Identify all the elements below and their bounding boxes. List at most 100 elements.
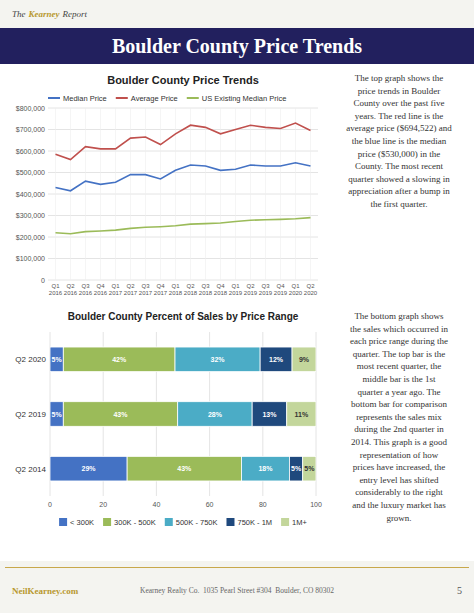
tick-label-line: Q4 (156, 283, 165, 289)
bar (175, 347, 260, 372)
data-label: 9% (299, 356, 310, 363)
tick-label-line: 2019 (274, 290, 288, 296)
grid-line (48, 280, 318, 281)
grid-line-x (115, 108, 116, 280)
tick-label: Q32017 (139, 283, 153, 296)
data-label: 5% (291, 465, 302, 472)
tick-label: Q2 2014 (15, 465, 46, 474)
grid-line-x (85, 108, 86, 280)
tick-label: Q42018 (214, 283, 228, 296)
bar (287, 402, 316, 427)
plot (56, 123, 311, 234)
tick-label-line: 2019 (229, 290, 243, 296)
grid-line (48, 215, 318, 216)
tick-label-line: 2016 (49, 290, 63, 296)
tick-label: $700,000 (16, 126, 45, 133)
footer: NeilKearney.comKearney Realty Co. 1035 P… (0, 561, 474, 613)
tick-label: $300,000 (16, 212, 45, 219)
grid-line-x (100, 108, 101, 280)
bar (303, 456, 316, 481)
grid-line-x (160, 108, 161, 280)
legend-label: Average Price (131, 94, 178, 103)
data-label: 43% (113, 411, 128, 418)
brand-word: The (12, 9, 26, 19)
data-label: 42% (112, 356, 127, 363)
data-labels: 5%42%32%12%9%5%43%28%13%11%29%43%18%5%5% (52, 356, 316, 472)
legend-swatch (103, 518, 111, 526)
plot (50, 347, 316, 481)
legend-swatch (59, 518, 67, 526)
grid-line (48, 237, 318, 238)
tick-label: Q12016 (49, 283, 63, 296)
tick-label: Q42019 (274, 283, 288, 296)
tick-label: Q22018 (184, 283, 198, 296)
tick-label-line: 2019 (259, 290, 273, 296)
chart: Boulder County Percent of Sales by Price… (6, 308, 324, 556)
grid-line (48, 151, 318, 152)
tick-label-line: 2018 (214, 290, 228, 296)
tick-label-line: Q3 (201, 283, 210, 289)
grid-line (48, 258, 318, 259)
bar (50, 456, 127, 481)
page: {"title": "Boulder County Price Trends",… (0, 0, 474, 613)
tick-label-line: 2019 (244, 290, 258, 296)
legend: < 300K300K - 500K500K - 750K750K - 1M1M+ (59, 518, 307, 527)
tick-label-line: Q3 (261, 283, 270, 289)
bar (292, 347, 316, 372)
data-label: 5% (52, 411, 63, 418)
tick-label-line: 2020 (289, 290, 303, 296)
tick-label-line: Q1 (231, 283, 240, 289)
annotation: The bottom graph shows the sales which o… (330, 310, 468, 524)
data-label: 12% (269, 356, 284, 363)
bar (289, 456, 302, 481)
series-line (56, 218, 311, 234)
data-label: 43% (177, 465, 192, 472)
tick-label: $500,000 (16, 169, 45, 176)
brand-word: Report (63, 9, 88, 19)
tick-label-line: Q4 (96, 283, 105, 289)
grid-line-x (250, 108, 251, 280)
bar (63, 402, 177, 427)
tick-label: Q22017 (124, 283, 138, 296)
tick-label: 80 (259, 501, 267, 508)
bar (63, 347, 175, 372)
tick-label-line: 2016 (94, 290, 108, 296)
tick-label-line: 2018 (199, 290, 213, 296)
grid-line-x (205, 108, 206, 280)
grid-line-x (55, 108, 56, 280)
tick-label: 20 (99, 501, 107, 508)
tick-label: Q22016 (64, 283, 78, 296)
bar (260, 347, 292, 372)
tick-label: 0 (41, 277, 45, 284)
footer-rule (5, 567, 469, 568)
tick-label-line: Q3 (81, 283, 90, 289)
grid-line-x (70, 108, 71, 280)
grid-line-x (280, 108, 281, 280)
tick-label: $100,000 (16, 255, 45, 262)
tick-label: 40 (153, 501, 161, 508)
tick-label: Q22019 (244, 283, 258, 296)
footer-text: Kearney Realty Co. 1035 Pearl Street #30… (0, 579, 474, 603)
tick-label-line: 2016 (64, 290, 78, 296)
tick-label-line: 2017 (109, 290, 123, 296)
legend-label: Median Price (63, 94, 107, 103)
bar (127, 456, 241, 481)
tick-label: 0 (48, 501, 52, 508)
series-line (56, 163, 311, 191)
data-label: 13% (262, 411, 277, 418)
tick-label-line: Q2 (246, 283, 255, 289)
legend-label: 750K - 1M (237, 518, 272, 527)
tick-label: $800,000 (16, 105, 45, 112)
tick-label-line: Q1 (51, 283, 60, 289)
tick-label: Q2 2020 (15, 355, 46, 364)
tick-label-line: 2017 (154, 290, 168, 296)
data-label: 5% (304, 465, 315, 472)
tick-label: $400,000 (16, 191, 45, 198)
tick-label: Q12017 (109, 283, 123, 296)
tick-label: Q32016 (79, 283, 93, 296)
tick-label-line: 2016 (79, 290, 93, 296)
data-label: 11% (295, 411, 309, 418)
tick-label: Q2 2019 (15, 410, 46, 419)
annotation: The top graph shows the price trends in … (330, 72, 468, 211)
legend: Median PriceAverage PriceUS Existing Med… (48, 94, 286, 103)
